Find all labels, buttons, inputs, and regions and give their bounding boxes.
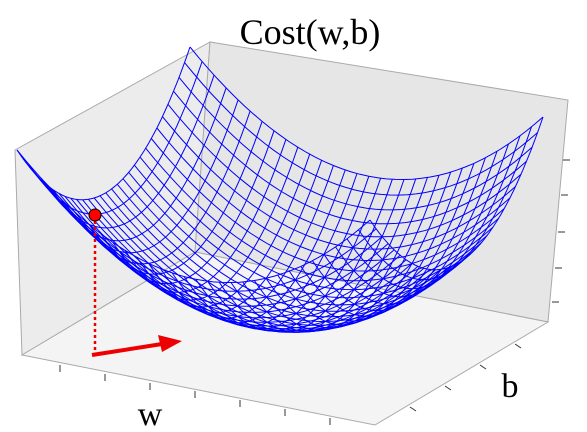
wire	[323, 151, 498, 305]
wire	[358, 126, 532, 281]
axis-ticks	[59, 159, 570, 425]
wire	[167, 103, 522, 238]
floor-pane	[20, 251, 550, 426]
wire	[184, 62, 538, 196]
wire	[178, 76, 533, 211]
wire	[346, 135, 521, 290]
wireframe	[16, 46, 544, 333]
wire	[173, 90, 527, 225]
wire	[162, 116, 516, 250]
chart-title: Cost(w,b)	[240, 12, 381, 52]
current-point	[88, 208, 102, 222]
wire	[335, 143, 509, 298]
gradient-arrow	[91, 342, 163, 357]
wire	[369, 116, 544, 271]
y-axis-label: b	[502, 368, 519, 405]
wire	[189, 46, 544, 181]
x-axis-label: w	[138, 396, 163, 432]
arrow-head	[158, 335, 182, 352]
